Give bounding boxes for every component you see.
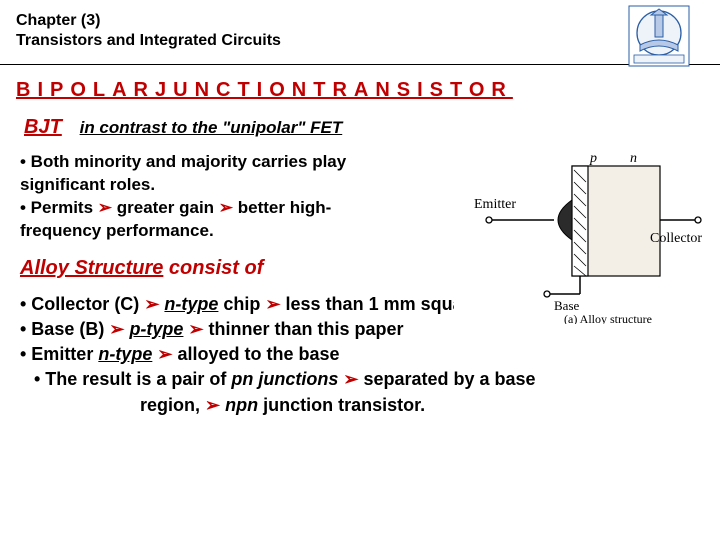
svg-text:Collector: Collector [650, 231, 702, 246]
svg-text:Emitter: Emitter [474, 197, 516, 212]
bullet-result-line2: region, ➢ npn junction transistor. [20, 393, 704, 418]
arrow-icon: ➢ [205, 393, 220, 418]
arrow-icon: ➢ [98, 197, 112, 220]
fet-contrast-text: in contrast to the "unipolar" FET [80, 118, 343, 137]
university-logo-icon [628, 5, 690, 67]
chapter-label: Chapter (3) [16, 12, 281, 30]
header: Chapter (3) Transistors and Integrated C… [0, 0, 720, 58]
bullet-minority: • Both minority and majority carries pla… [20, 151, 386, 197]
arrow-icon: ➢ [188, 317, 203, 342]
arrow-icon: ➢ [219, 197, 233, 220]
alloy-structure-diagram: p n Emitter Collector Base (a) Alloy str… [454, 148, 702, 324]
bjt-line: BJT in contrast to the "unipolar" FET [16, 112, 704, 149]
bjt-abbr: BJT [24, 116, 62, 138]
bullet-result: • The result is a pair of pn junctions ➢… [20, 367, 704, 392]
chapter-subtitle: Transistors and Integrated Circuits [16, 32, 281, 50]
page-title: BIPOLARJUNCTIONTRANSISTOR [0, 65, 720, 112]
bullet-permits: • Permits ➢ greater gain ➢ better high-f… [20, 197, 386, 243]
arrow-icon: ➢ [343, 367, 358, 392]
arrow-icon: ➢ [109, 317, 124, 342]
upper-bullets: • Both minority and majority carries pla… [16, 149, 386, 257]
bullet-emitter: • Emitter n-type ➢ alloyed to the base [20, 342, 704, 367]
arrow-icon: ➢ [157, 342, 172, 367]
svg-text:n: n [630, 151, 637, 166]
svg-text:p: p [589, 151, 597, 166]
svg-text:(a) Alloy structure: (a) Alloy structure [564, 312, 652, 324]
header-text: Chapter (3) Transistors and Integrated C… [16, 12, 281, 50]
svg-text:Base: Base [554, 298, 580, 313]
arrow-icon: ➢ [265, 292, 280, 317]
arrow-icon: ➢ [144, 292, 159, 317]
